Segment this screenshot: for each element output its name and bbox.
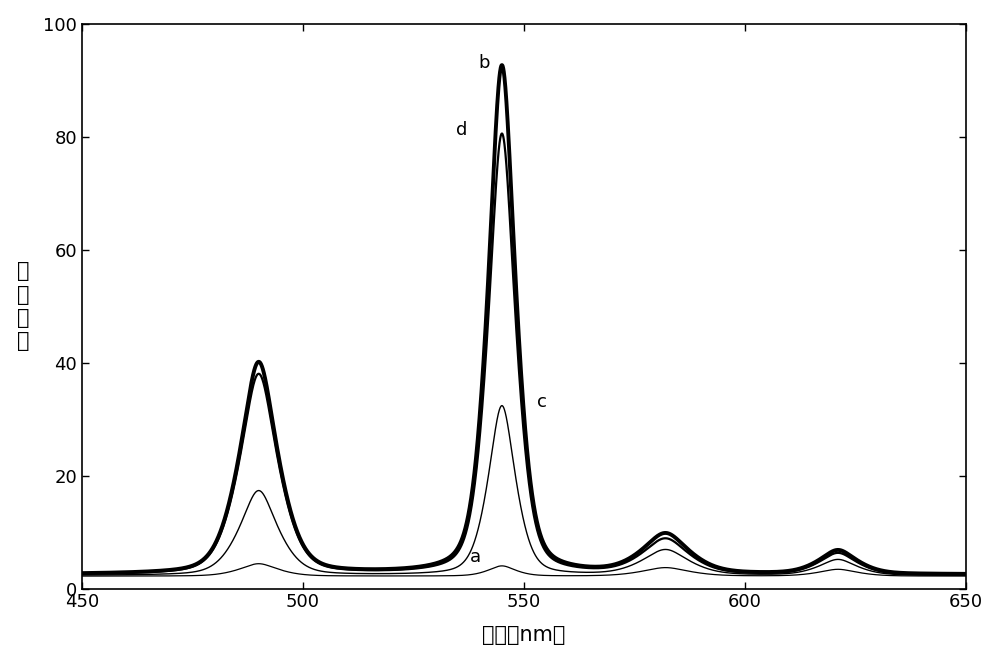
Text: d: d	[456, 121, 468, 140]
Text: b: b	[478, 54, 490, 71]
X-axis label: 波长（nm）: 波长（nm）	[482, 626, 566, 645]
Text: a: a	[470, 548, 481, 566]
Y-axis label: 荧
光
强
度: 荧 光 强 度	[17, 261, 29, 351]
Text: c: c	[537, 393, 547, 410]
